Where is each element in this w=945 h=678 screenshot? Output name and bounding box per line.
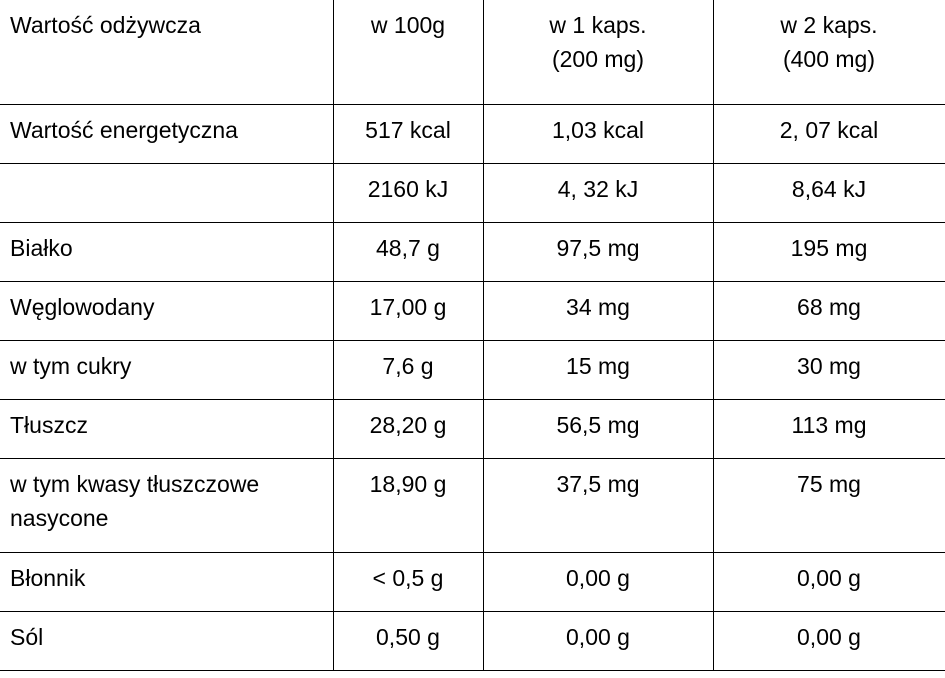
value-per-2-capsules-cell: 30 mg [712,339,945,400]
value-per-100g-cell: 18,90 g [332,457,484,553]
header-per-100g-label: w 100g [370,12,446,38]
value-per-100g-cell: 48,7 g [332,221,484,282]
value-per-100g-cell: 0,50 g [332,610,484,671]
nutrient-name-cell: w tym kwasy tłuszczowe nasycone [0,457,334,553]
table-row: Tłuszcz 28,20 g 56,5 mg 113 mg [0,398,945,459]
value-per-100g-cell: 28,20 g [332,398,484,459]
value-per-2-capsules: 68 mg [797,293,861,320]
value-per-2-capsules-cell: 75 mg [712,457,945,553]
table-row: Błonnik < 0,5 g 0,00 g 0,00 g [0,551,945,612]
value-per-100g: 0,50 g [376,623,440,650]
value-per-1-capsule-cell: 34 mg [482,280,714,341]
table-row: w tym cukry 7,6 g 15 mg 30 mg [0,339,945,400]
value-per-1-capsule: 0,00 g [566,623,630,650]
nutrient-name-cell: Błonnik [0,551,334,612]
value-per-1-capsule: 97,5 mg [556,234,640,261]
nutrient-name: Białko [10,234,73,261]
nutrient-name: Tłuszcz [10,411,88,438]
nutrient-name-cell: w tym cukry [0,339,334,400]
value-per-100g: < 0,5 g [372,564,444,591]
value-per-1-capsule-cell: 37,5 mg [482,457,714,553]
value-per-100g-cell: 17,00 g [332,280,484,341]
value-per-100g: 2160 kJ [367,175,449,202]
value-per-100g: 48,7 g [376,234,440,261]
table-row: Wartość energetyczna 517 kcal 1,03 kcal … [0,103,945,164]
value-per-2-capsules: 30 mg [797,352,861,379]
value-per-2-capsules: 2, 07 kcal [779,116,879,143]
nutrient-name: w tym cukry [10,352,132,379]
value-per-2-capsules-cell: 0,00 g [712,610,945,671]
value-per-100g: 28,20 g [369,411,447,438]
nutrient-name: Wartość energetyczna [10,116,238,143]
value-per-100g: 17,00 g [369,293,447,320]
nutrient-name: Węglowodany [10,293,155,320]
value-per-1-capsule: 37,5 mg [556,470,640,497]
table-row: Sól 0,50 g 0,00 g 0,00 g [0,610,945,671]
nutrient-name: Sól [10,623,44,650]
value-per-100g: 18,90 g [369,470,447,497]
value-per-1-capsule-cell: 97,5 mg [482,221,714,282]
nutrient-name: w tym kwasy tłuszczowe nasycone [10,470,260,531]
table-row: 2160 kJ 4, 32 kJ 8,64 kJ [0,162,945,223]
header-per-1-capsule-label: w 1 kaps. (200 mg) [549,12,647,72]
value-per-2-capsules-cell: 0,00 g [712,551,945,612]
nutrient-name [10,164,323,172]
header-per-2-capsules-cell: w 2 kaps. (400 mg) [712,0,945,105]
value-per-1-capsule-cell: 4, 32 kJ [482,162,714,223]
value-per-1-capsule: 0,00 g [566,564,630,591]
value-per-100g-cell: 517 kcal [332,103,484,164]
value-per-2-capsules-cell: 113 mg [712,398,945,459]
nutrient-name-cell: Węglowodany [0,280,334,341]
value-per-1-capsule-cell: 0,00 g [482,551,714,612]
value-per-2-capsules-cell: 2, 07 kcal [712,103,945,164]
table-header-row: Wartość odżywcza w 100g w 1 kaps. (200 m… [0,0,945,105]
table-row: Białko 48,7 g 97,5 mg 195 mg [0,221,945,282]
header-nutrient-cell: Wartość odżywcza [0,0,334,105]
value-per-1-capsule-cell: 1,03 kcal [482,103,714,164]
table-row: w tym kwasy tłuszczowe nasycone 18,90 g … [0,457,945,553]
value-per-1-capsule-cell: 15 mg [482,339,714,400]
value-per-100g-cell: 2160 kJ [332,162,484,223]
value-per-2-capsules-cell: 195 mg [712,221,945,282]
header-per-100g-cell: w 100g [332,0,484,105]
nutrient-name-cell: Białko [0,221,334,282]
value-per-2-capsules: 8,64 kJ [791,175,867,202]
table-row: Węglowodany 17,00 g 34 mg 68 mg [0,280,945,341]
header-nutrient-label: Wartość odżywcza [10,12,201,38]
nutrient-name-cell [0,162,334,223]
value-per-100g: 517 kcal [365,116,451,143]
value-per-1-capsule: 4, 32 kJ [557,175,639,202]
value-per-1-capsule: 15 mg [566,352,630,379]
value-per-2-capsules: 195 mg [790,234,868,261]
value-per-1-capsule-cell: 0,00 g [482,610,714,671]
value-per-2-capsules: 113 mg [791,411,867,438]
value-per-2-capsules-cell: 8,64 kJ [712,162,945,223]
value-per-100g-cell: < 0,5 g [332,551,484,612]
header-per-1-capsule-cell: w 1 kaps. (200 mg) [482,0,714,105]
value-per-2-capsules: 75 mg [797,470,861,497]
value-per-1-capsule: 1,03 kcal [551,116,645,143]
value-per-100g: 7,6 g [382,352,434,379]
value-per-1-capsule-cell: 56,5 mg [482,398,714,459]
value-per-2-capsules: 0,00 g [797,623,861,650]
value-per-2-capsules-cell: 68 mg [712,280,945,341]
value-per-1-capsule: 56,5 mg [556,411,640,438]
nutrient-name-cell: Wartość energetyczna [0,103,334,164]
header-per-2-capsules-label: w 2 kaps. (400 mg) [780,12,878,72]
nutrient-name-cell: Sól [0,610,334,671]
nutrient-name: Błonnik [10,564,86,591]
value-per-100g-cell: 7,6 g [332,339,484,400]
nutrient-name-cell: Tłuszcz [0,398,334,459]
value-per-2-capsules: 0,00 g [797,564,861,591]
value-per-1-capsule: 34 mg [566,293,630,320]
